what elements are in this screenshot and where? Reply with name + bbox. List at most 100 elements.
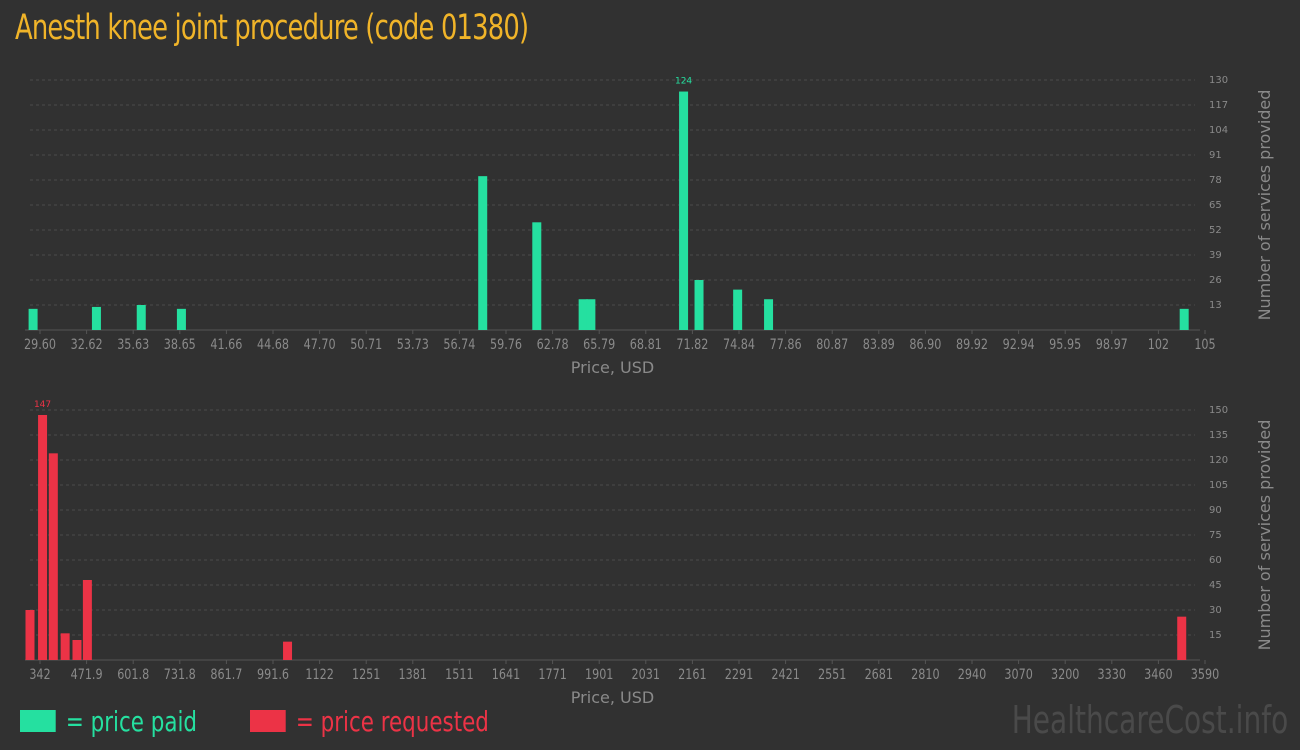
requested-x-tick-label: 1641 bbox=[492, 666, 520, 683]
paid-x-tick-label: 86.90 bbox=[909, 336, 941, 353]
requested-bar bbox=[1177, 616, 1187, 660]
paid-bar bbox=[694, 280, 704, 330]
paid-x-tick-label: 105 bbox=[1194, 336, 1215, 353]
legend-requested-label: = price requested bbox=[295, 704, 489, 738]
requested-x-tick-label: 731.8 bbox=[164, 666, 196, 683]
paid-x-tick-label: 95.95 bbox=[1049, 336, 1081, 353]
legend-paid: = price paid bbox=[20, 705, 197, 738]
paid-y-axis-label: Number of services provided bbox=[1255, 90, 1274, 321]
requested-bar bbox=[82, 580, 92, 660]
requested-x-tick-label: 3330 bbox=[1098, 666, 1126, 683]
requested-bar bbox=[25, 610, 35, 660]
requested-x-tick-label: 1901 bbox=[585, 666, 613, 683]
requested-x-tick-label: 3200 bbox=[1051, 666, 1079, 683]
paid-y-tick-label: 13 bbox=[1209, 300, 1222, 311]
paid-y-tick-label: 117 bbox=[1209, 100, 1228, 111]
requested-x-tick-label: 1122 bbox=[305, 666, 333, 683]
paid-max-value-label: 124 bbox=[675, 77, 692, 87]
requested-x-tick-label: 601.8 bbox=[117, 666, 149, 683]
requested-x-tick-label: 2031 bbox=[632, 666, 660, 683]
paid-x-tick-label: 29.60 bbox=[24, 336, 56, 353]
paid-x-tick-label: 71.82 bbox=[676, 336, 708, 353]
requested-x-tick-label: 2551 bbox=[818, 666, 846, 683]
paid-bar bbox=[28, 308, 38, 330]
requested-x-axis-label: Price, USD bbox=[571, 688, 654, 707]
requested-x-tick-label: 342 bbox=[29, 666, 50, 683]
price-requested-chart: 15 30 45 60 75 90 105 120 135 150 342 471.9 601.8 731… bbox=[25, 400, 1274, 707]
paid-bar bbox=[586, 299, 596, 330]
requested-x-tick-label: 2810 bbox=[911, 666, 939, 683]
legend-requested: = price requested bbox=[250, 704, 489, 738]
requested-y-tick-label: 75 bbox=[1209, 530, 1222, 541]
requested-bar bbox=[72, 640, 82, 660]
paid-x-axis-label: Price, USD bbox=[571, 358, 654, 377]
requested-x-tick-label: 2161 bbox=[678, 666, 706, 683]
paid-bar bbox=[578, 299, 588, 330]
requested-x-tick-label: 1771 bbox=[538, 666, 566, 683]
requested-x-tick-label: 2681 bbox=[865, 666, 893, 683]
paid-bar bbox=[764, 299, 774, 330]
requested-bar bbox=[60, 633, 70, 660]
paid-x-tick-label: 77.86 bbox=[770, 336, 802, 353]
paid-x-tick-label: 89.92 bbox=[956, 336, 988, 353]
paid-x-tick-label: 53.73 bbox=[397, 336, 429, 353]
paid-bar bbox=[478, 176, 488, 330]
paid-y-tick-label: 26 bbox=[1209, 275, 1222, 286]
requested-y-tick-label: 60 bbox=[1209, 555, 1222, 566]
requested-x-tick-label: 991.6 bbox=[257, 666, 289, 683]
requested-bar bbox=[283, 641, 293, 660]
paid-x-tick-label: 56.74 bbox=[443, 336, 475, 353]
paid-x-tick-label: 32.62 bbox=[71, 336, 103, 353]
requested-y-tick-label: 30 bbox=[1209, 605, 1222, 616]
paid-x-tick-label: 41.66 bbox=[210, 336, 242, 353]
price-paid-chart: 13 26 39 52 65 78 91 104 117 130 29.60 32.62 35.63 38… bbox=[24, 75, 1274, 377]
paid-bar bbox=[733, 289, 743, 330]
requested-x-tick-label: 1511 bbox=[445, 666, 473, 683]
paid-x-tick-label: 83.89 bbox=[863, 336, 895, 353]
requested-x-tick-label: 2940 bbox=[958, 666, 986, 683]
paid-x-tick-label: 80.87 bbox=[816, 336, 848, 353]
requested-y-tick-label: 45 bbox=[1209, 580, 1222, 591]
paid-y-tick-label: 104 bbox=[1209, 125, 1228, 136]
paid-x-tick-label: 92.94 bbox=[1003, 336, 1035, 353]
legend-paid-swatch bbox=[20, 710, 56, 732]
requested-x-tick-label: 3460 bbox=[1144, 666, 1172, 683]
paid-bar bbox=[679, 91, 689, 331]
paid-x-tick-label: 35.63 bbox=[117, 336, 149, 353]
paid-y-tick-label: 78 bbox=[1209, 175, 1222, 186]
paid-y-tick-label: 130 bbox=[1209, 75, 1228, 86]
requested-x-tick-label: 1381 bbox=[399, 666, 427, 683]
paid-bar bbox=[91, 306, 101, 330]
requested-x-tick-label: 3590 bbox=[1191, 666, 1219, 683]
paid-bar bbox=[136, 305, 146, 330]
paid-x-tick-label: 65.79 bbox=[583, 336, 615, 353]
requested-x-tick-label: 471.9 bbox=[71, 666, 103, 683]
requested-y-tick-label: 120 bbox=[1209, 455, 1228, 466]
paid-x-tick-label: 47.70 bbox=[304, 336, 336, 353]
requested-x-tick-label: 1251 bbox=[352, 666, 380, 683]
requested-x-tick-label: 2421 bbox=[771, 666, 799, 683]
requested-y-tick-label: 135 bbox=[1209, 430, 1228, 441]
requested-bar bbox=[48, 453, 58, 660]
requested-bar bbox=[38, 415, 48, 660]
paid-y-tick-label: 65 bbox=[1209, 200, 1222, 211]
paid-y-tick-label: 39 bbox=[1209, 250, 1222, 261]
paid-x-tick-label: 50.71 bbox=[350, 336, 382, 353]
requested-max-value-label: 147 bbox=[34, 400, 51, 410]
requested-y-tick-label: 90 bbox=[1209, 505, 1222, 516]
requested-y-tick-label: 150 bbox=[1209, 405, 1228, 416]
requested-y-tick-label: 105 bbox=[1209, 480, 1228, 491]
paid-x-tick-label: 74.84 bbox=[723, 336, 755, 353]
requested-x-tick-label: 3070 bbox=[1004, 666, 1032, 683]
paid-x-tick-label: 98.97 bbox=[1096, 336, 1128, 353]
paid-bar bbox=[176, 308, 186, 330]
watermark: HealthcareCost.info bbox=[1011, 698, 1288, 742]
paid-bar bbox=[1179, 308, 1189, 330]
paid-x-tick-label: 59.76 bbox=[490, 336, 522, 353]
paid-x-tick-label: 62.78 bbox=[537, 336, 569, 353]
requested-x-tick-label: 2291 bbox=[725, 666, 753, 683]
requested-y-tick-label: 15 bbox=[1209, 630, 1222, 641]
requested-y-axis-label: Number of services provided bbox=[1255, 420, 1274, 651]
paid-x-tick-label: 44.68 bbox=[257, 336, 289, 353]
paid-x-tick-label: 38.65 bbox=[164, 336, 196, 353]
